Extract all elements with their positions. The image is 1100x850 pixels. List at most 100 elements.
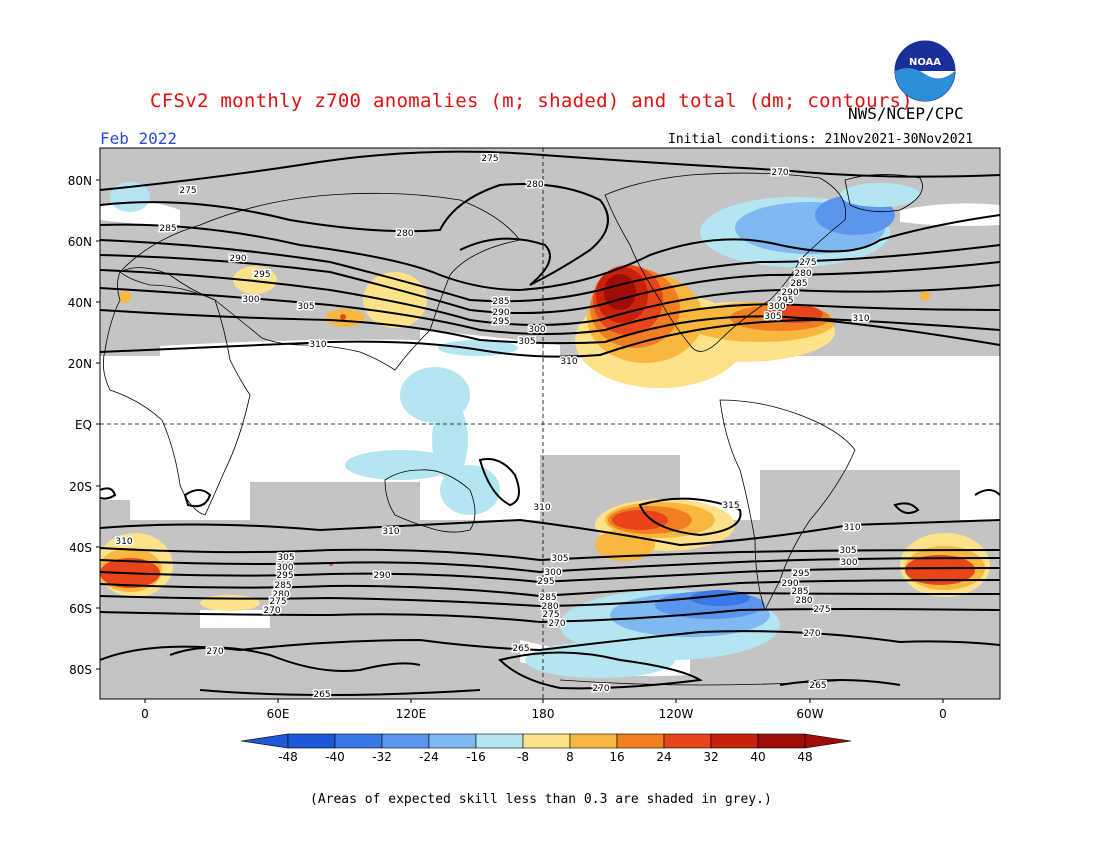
colorbar-swatch	[522, 733, 571, 749]
contour-label: 270	[592, 684, 609, 694]
contour-label: 285	[159, 224, 176, 234]
footnote: (Areas of expected skill less than 0.3 a…	[310, 792, 772, 807]
contour-label: 305	[764, 312, 781, 322]
reference-lines	[100, 148, 1000, 699]
contour-label: 280	[794, 269, 811, 279]
lat-label: 60S	[69, 602, 92, 616]
south-america-outline	[719, 399, 856, 612]
lon-label: 120W	[659, 707, 694, 721]
colorbar-tick-label: 32	[703, 750, 718, 764]
forecast-period: Feb 2022	[100, 129, 178, 148]
contour-label: 300	[242, 295, 259, 305]
contour-label: 265	[512, 644, 529, 654]
contour-label: 275	[799, 258, 816, 268]
contour-label: 305	[277, 553, 294, 563]
contour-label: 280	[795, 596, 812, 606]
lat-label: EQ	[75, 418, 92, 432]
lon-label: 0	[939, 707, 947, 721]
contour-label: 300	[528, 325, 545, 335]
colorbar-swatch	[428, 733, 477, 749]
contour-label: 305	[839, 546, 856, 556]
positive-anomalies	[100, 265, 990, 611]
lon-label: 120E	[396, 707, 427, 721]
contour-label: 270	[263, 606, 280, 616]
colorbar-swatch	[757, 733, 806, 749]
axis-ticks	[96, 179, 944, 703]
contour-label: 275	[179, 186, 196, 196]
contour-label: 285	[791, 587, 808, 597]
lat-label: 20N	[68, 357, 92, 371]
lon-label: 0	[141, 707, 149, 721]
height-contours	[100, 150, 1000, 696]
latitude-labels: 80N 60N 40N 20N EQ 20S 40S 60S 80S	[68, 174, 92, 677]
colorbar-swatch	[334, 733, 383, 749]
contour-label: 300	[768, 302, 785, 312]
contour-label: 295	[253, 270, 270, 280]
contour-label: 285	[492, 297, 509, 307]
contour-label: 270	[803, 629, 820, 639]
contour-label: 295	[492, 317, 509, 327]
contour-label: 265	[313, 690, 330, 700]
contour-label: 310	[533, 503, 550, 513]
colorbar: -48 -40 -32 -24 -16 -8 8 16 24 32 40 48	[240, 733, 852, 764]
logo-text: NOAA	[909, 57, 941, 68]
contour-label: 300	[840, 558, 857, 568]
lat-label: 80N	[68, 174, 92, 188]
contour-label: 310	[382, 527, 399, 537]
contour-label: 305	[551, 554, 568, 564]
colorbar-tick-label: -40	[325, 750, 345, 764]
contour-label: 290	[229, 254, 246, 264]
colorbar-tick-label: -16	[466, 750, 486, 764]
colorbar-tick-label: -32	[372, 750, 392, 764]
contour-label: 310	[560, 357, 577, 367]
contour-label: 315	[722, 501, 739, 511]
colorbar-arrow-high	[804, 733, 852, 749]
colorbar-tick-label: -8	[517, 750, 529, 764]
lat-label: 60N	[68, 235, 92, 249]
contour-label: 280	[396, 229, 413, 239]
contour-label: 270	[206, 647, 223, 657]
contour-label: 310	[843, 523, 860, 533]
lat-label: 80S	[69, 663, 92, 677]
contour-label: 270	[771, 168, 788, 178]
contour-label: 295	[537, 577, 554, 587]
colorbar-swatch	[381, 733, 430, 749]
australia-outline	[384, 469, 476, 533]
colorbar-tick-label: 40	[750, 750, 765, 764]
contour-label: 290	[492, 308, 509, 318]
contour-label: 280	[272, 590, 289, 600]
contour-label: 275	[542, 610, 559, 620]
contour-label: 310	[852, 314, 869, 324]
contour-label: 285	[539, 593, 556, 603]
contour-label: 300	[276, 563, 293, 573]
greenland-outline	[844, 174, 923, 213]
colorbar-tick-label: 24	[656, 750, 671, 764]
contour-label: 295	[792, 569, 809, 579]
plot-area	[100, 148, 1000, 699]
noaa-logo: NOAA	[894, 40, 956, 102]
colorbar-arrow-low	[240, 733, 289, 749]
longitude-labels: 0 60E 120E 180 120W 60W 0	[141, 707, 947, 721]
contour-label: 280	[526, 180, 543, 190]
initial-conditions: Initial conditions: 21Nov2021-30Nov2021	[668, 132, 974, 147]
contour-label: 270	[548, 619, 565, 629]
contour-label: 295	[776, 296, 793, 306]
colorbar-tick-label: 16	[609, 750, 624, 764]
chart-title: CFSv2 monthly z700 anomalies (m; shaded)…	[150, 90, 914, 112]
colorbar-swatch	[569, 733, 618, 749]
colorbar-swatch	[663, 733, 712, 749]
contour-label: 275	[481, 154, 498, 164]
contour-label: 310	[309, 340, 326, 350]
lat-label: 40N	[68, 296, 92, 310]
contour-label: 295	[276, 571, 293, 581]
contour-label: 290	[373, 571, 390, 581]
colorbar-swatch	[616, 733, 665, 749]
colorbar-tick-label: -24	[419, 750, 439, 764]
negative-anomalies	[110, 182, 920, 678]
colorbar-swatch	[287, 733, 336, 749]
lat-label: 40S	[69, 541, 92, 555]
lon-label: 60E	[267, 707, 290, 721]
contour-label: 290	[781, 288, 798, 298]
